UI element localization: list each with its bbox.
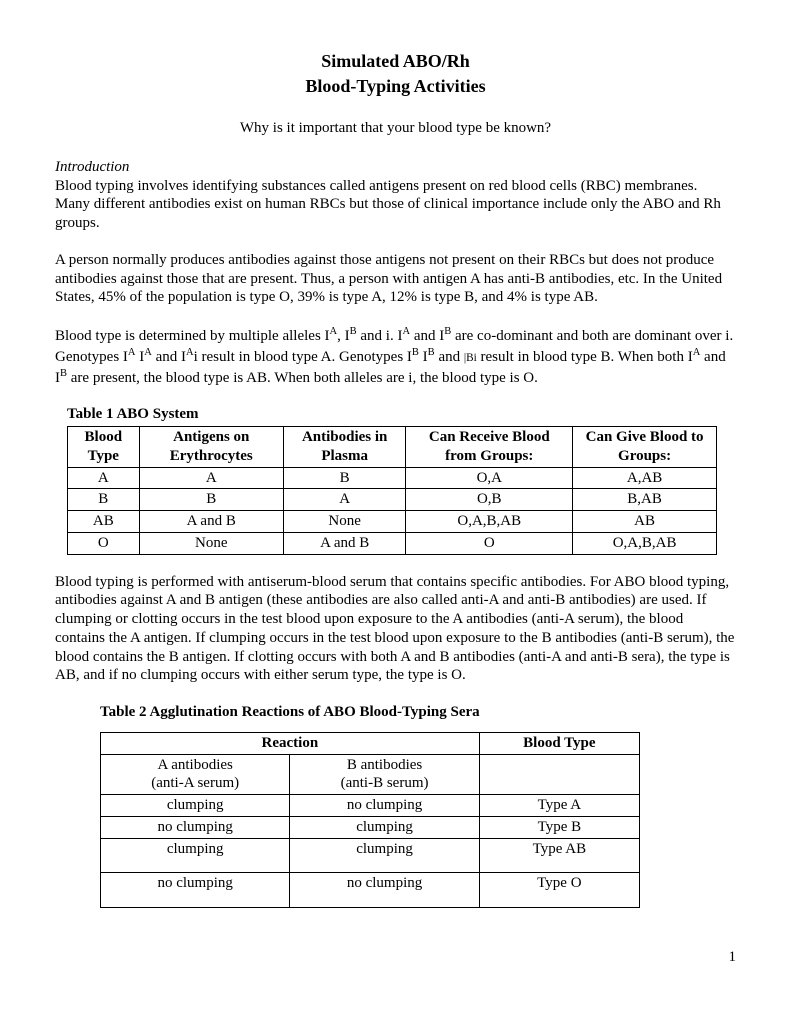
cell: clumping bbox=[101, 838, 290, 873]
guiding-question: Why is it important that your blood type… bbox=[55, 119, 736, 138]
cell: Type AB bbox=[479, 838, 639, 873]
paragraph-1: Blood typing involves identifying substa… bbox=[55, 177, 736, 233]
cell: A bbox=[68, 467, 140, 489]
cell: no clumping bbox=[290, 873, 479, 908]
table2-sub-a: A antibodies (anti-A serum) bbox=[101, 754, 290, 795]
cell: A and B bbox=[139, 511, 283, 533]
page-number: 1 bbox=[55, 948, 736, 967]
table2-header-row: Reaction Blood Type bbox=[101, 732, 640, 754]
sub-a-line1: A antibodies bbox=[157, 757, 232, 773]
paragraph-3: Blood type is determined by multiple all… bbox=[55, 325, 736, 387]
cell: O,B bbox=[406, 489, 573, 511]
table2-sub-b: B antibodies (anti-B serum) bbox=[290, 754, 479, 795]
cell: O bbox=[68, 532, 140, 554]
cell: B,AB bbox=[573, 489, 717, 511]
cell: B bbox=[283, 467, 405, 489]
doc-title-line2: Blood-Typing Activities bbox=[55, 75, 736, 98]
table-row: clumping no clumping Type A bbox=[101, 795, 640, 817]
table1-caption: Table 1 ABO System bbox=[67, 405, 736, 424]
table2-h-type: Blood Type bbox=[479, 732, 639, 754]
table-row: O None A and B O O,A,B,AB bbox=[68, 532, 717, 554]
cell: A and B bbox=[283, 532, 405, 554]
table1-abo-system: Blood Type Antigens on Erythrocytes Anti… bbox=[67, 426, 717, 555]
cell: AB bbox=[573, 511, 717, 533]
cell: clumping bbox=[101, 795, 290, 817]
paragraph-4: Blood typing is performed with antiserum… bbox=[55, 573, 736, 686]
cell: A bbox=[283, 489, 405, 511]
cell: None bbox=[283, 511, 405, 533]
table1-h0: Blood Type bbox=[68, 427, 140, 468]
cell: None bbox=[139, 532, 283, 554]
table1-h1: Antigens on Erythrocytes bbox=[139, 427, 283, 468]
table-row: clumping clumping Type AB bbox=[101, 838, 640, 873]
cell: A,AB bbox=[573, 467, 717, 489]
cell: B bbox=[139, 489, 283, 511]
table2-caption: Table 2 Agglutination Reactions of ABO B… bbox=[100, 703, 736, 722]
intro-heading: Introduction bbox=[55, 158, 736, 177]
cell: no clumping bbox=[101, 873, 290, 908]
table2-h-reaction: Reaction bbox=[101, 732, 480, 754]
table2-subheader-row: A antibodies (anti-A serum) B antibodies… bbox=[101, 754, 640, 795]
cell: clumping bbox=[290, 816, 479, 838]
table1-h4: Can Give Blood to Groups: bbox=[573, 427, 717, 468]
cell: A bbox=[139, 467, 283, 489]
cell: no clumping bbox=[101, 816, 290, 838]
sub-b-line1: B antibodies bbox=[347, 757, 422, 773]
cell: O,A,B,AB bbox=[573, 532, 717, 554]
cell: Type B bbox=[479, 816, 639, 838]
table-row: no clumping no clumping Type O bbox=[101, 873, 640, 908]
table2-agglutination: Reaction Blood Type A antibodies (anti-A… bbox=[100, 732, 640, 908]
doc-title-line1: Simulated ABO/Rh bbox=[55, 50, 736, 73]
paragraph-2: A person normally produces antibodies ag… bbox=[55, 251, 736, 307]
cell: O bbox=[406, 532, 573, 554]
cell: O,A,B,AB bbox=[406, 511, 573, 533]
cell: O,A bbox=[406, 467, 573, 489]
table-row: no clumping clumping Type B bbox=[101, 816, 640, 838]
table-row: AB A and B None O,A,B,AB AB bbox=[68, 511, 717, 533]
table-row: B B A O,B B,AB bbox=[68, 489, 717, 511]
table1-h3: Can Receive Blood from Groups: bbox=[406, 427, 573, 468]
table2-sub-empty bbox=[479, 754, 639, 795]
cell: AB bbox=[68, 511, 140, 533]
cell: B bbox=[68, 489, 140, 511]
table1-h2: Antibodies in Plasma bbox=[283, 427, 405, 468]
sub-a-line2: (anti-A serum) bbox=[151, 775, 239, 791]
cell: Type O bbox=[479, 873, 639, 908]
cell: Type A bbox=[479, 795, 639, 817]
table-row: A A B O,A A,AB bbox=[68, 467, 717, 489]
cell: clumping bbox=[290, 838, 479, 873]
table1-header-row: Blood Type Antigens on Erythrocytes Anti… bbox=[68, 427, 717, 468]
sub-b-line2: (anti-B serum) bbox=[341, 775, 429, 791]
cell: no clumping bbox=[290, 795, 479, 817]
